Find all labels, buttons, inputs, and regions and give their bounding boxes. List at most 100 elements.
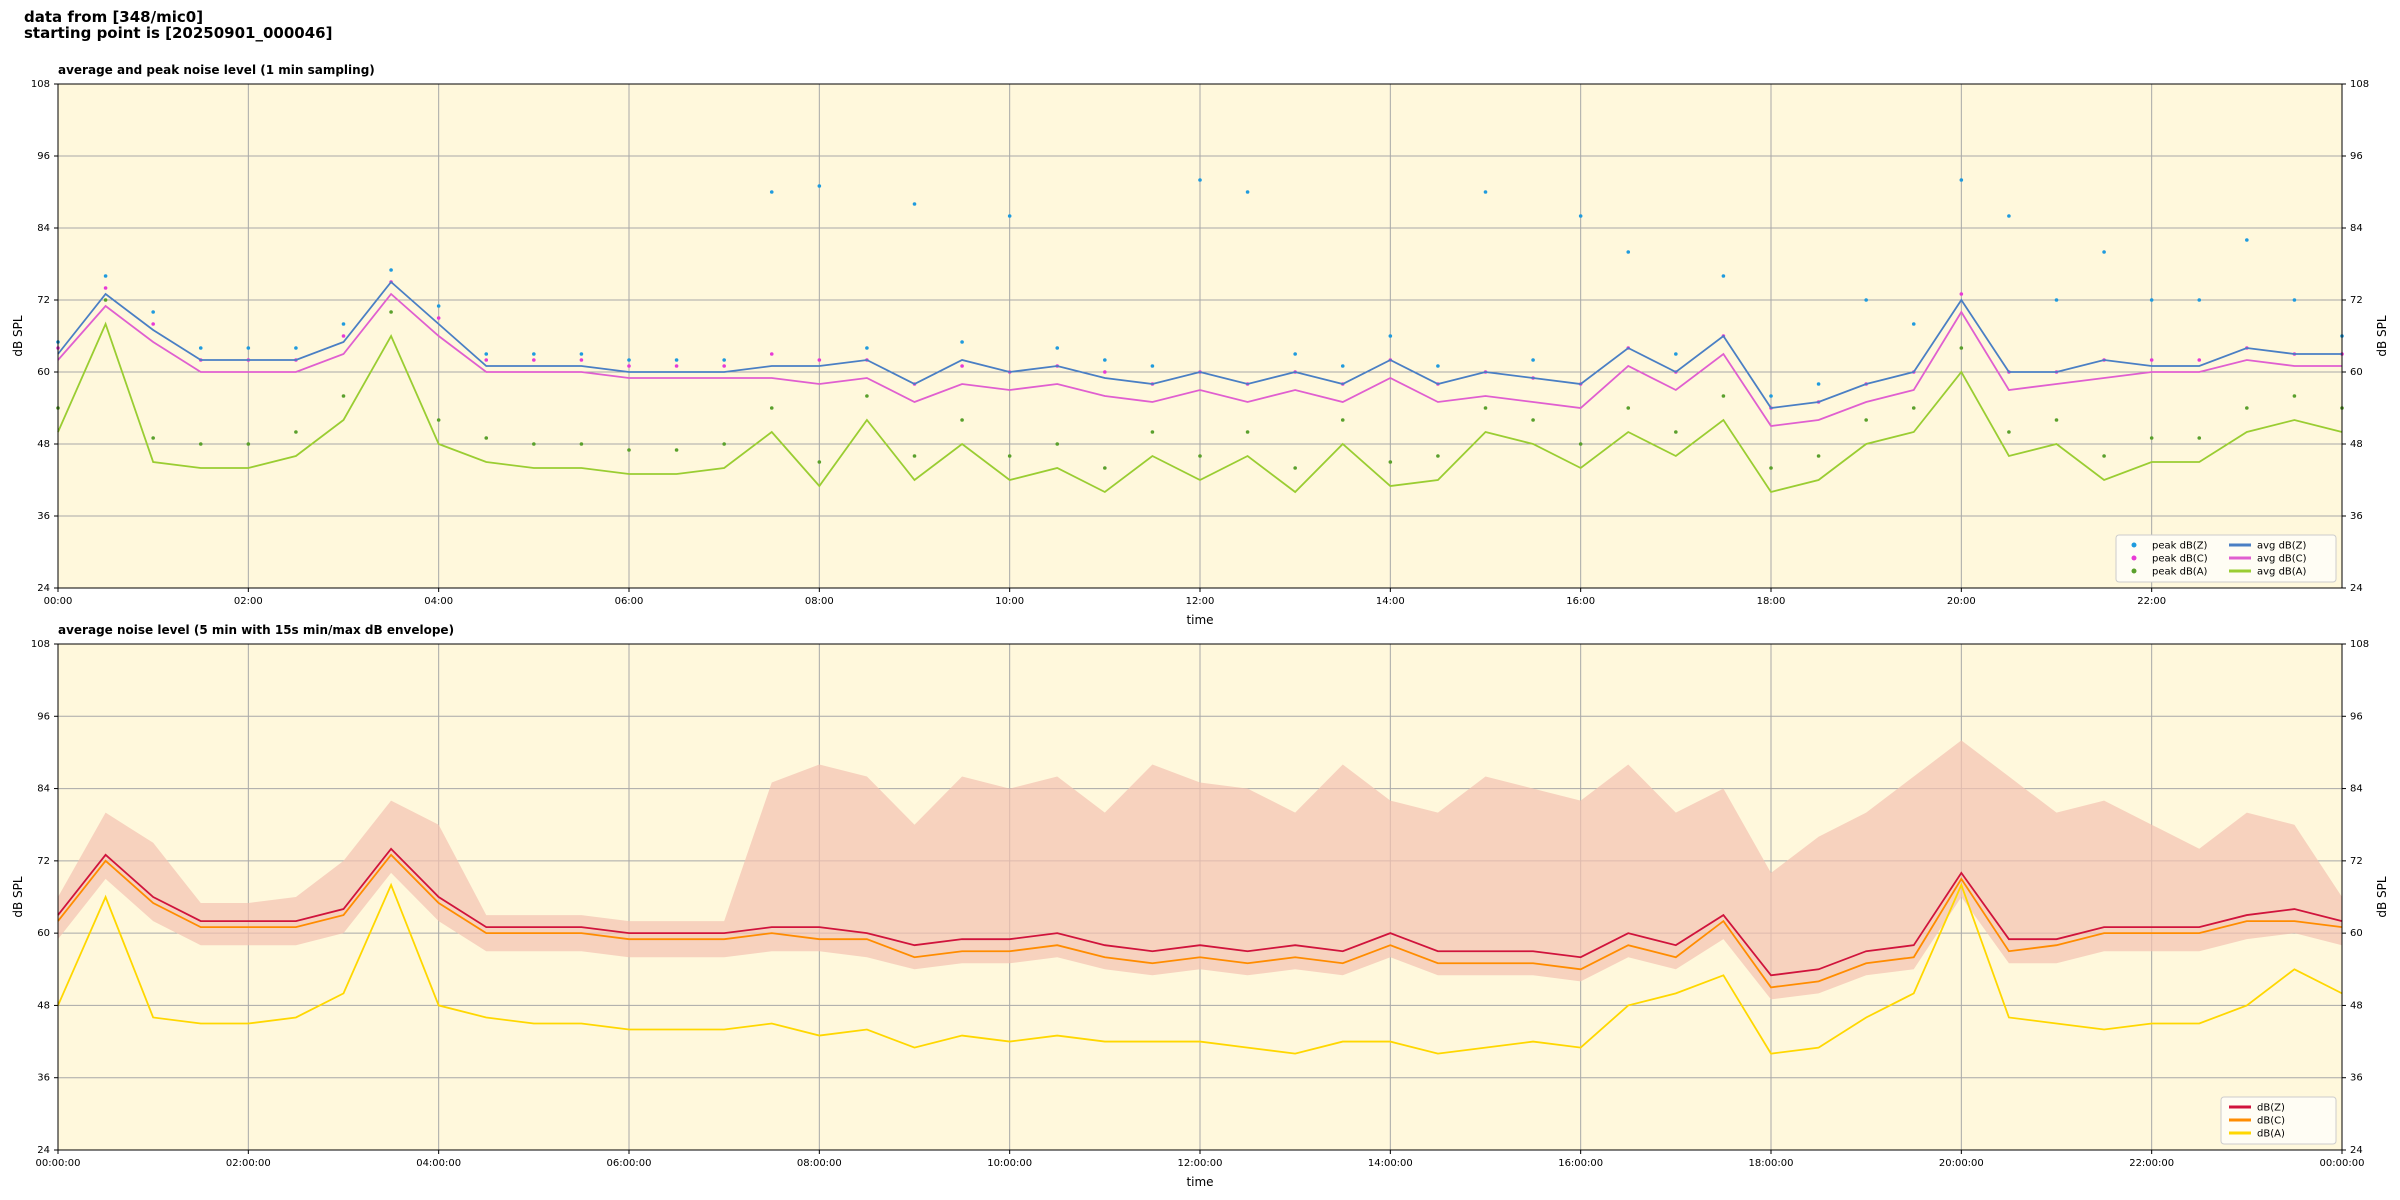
peak-point	[532, 358, 536, 362]
peak-point	[341, 334, 346, 338]
x-tick-label: 06:00:00	[607, 1158, 652, 1169]
peak-point	[1674, 352, 1678, 356]
y-tick-label: 36	[37, 1073, 50, 1084]
peak-point	[484, 436, 489, 440]
peak-point	[674, 364, 679, 368]
y-axis-label: dB SPL	[11, 315, 25, 357]
y2-tick-label: 108	[2350, 79, 2369, 90]
y2-tick-label: 84	[2350, 784, 2363, 795]
peak-point	[960, 364, 964, 368]
peak-point	[1769, 466, 1773, 470]
peak-point	[912, 454, 917, 458]
peak-point	[1150, 430, 1155, 434]
peak-point	[1150, 364, 1155, 368]
y-axis-label: dB SPL	[11, 876, 25, 918]
peak-point	[722, 442, 726, 446]
series-line	[57, 280, 2342, 409]
peak-point	[389, 310, 393, 314]
peak-point	[341, 394, 346, 398]
peak-point	[1959, 346, 1964, 350]
peak-point	[2054, 418, 2059, 422]
peak-point	[1911, 322, 1916, 326]
y-tick-label: 24	[37, 1145, 50, 1156]
peak-point	[198, 442, 203, 446]
x-tick-label: 20:00	[1947, 596, 1976, 607]
peak-point	[1531, 358, 1535, 362]
peak-point	[1388, 460, 1393, 464]
y-tick-label: 108	[31, 79, 50, 90]
y-tick-label: 108	[31, 639, 50, 650]
y-tick-label: 72	[37, 856, 50, 867]
peak-point	[579, 358, 584, 362]
legend-label: avg dB(C)	[2257, 554, 2307, 565]
x-tick-label: 14:00	[1376, 596, 1405, 607]
peak-point	[627, 364, 631, 368]
peak-point	[2007, 430, 2011, 434]
peak-point	[1864, 298, 1868, 302]
peak-point	[1198, 454, 1202, 458]
y-tick-label: 48	[37, 439, 50, 450]
y2-tick-label: 24	[2350, 583, 2363, 594]
peak-point	[1103, 358, 1107, 362]
peak-point	[2197, 298, 2202, 302]
peak-point	[2245, 238, 2249, 242]
peak-point	[1055, 346, 1060, 350]
peak-point	[2054, 298, 2059, 302]
legend-marker	[2131, 555, 2137, 561]
x-tick-label: 14:00:00	[1368, 1158, 1413, 1169]
peak-point	[2149, 298, 2154, 302]
peak-point	[627, 358, 631, 362]
legend-label: peak dB(Z)	[2152, 541, 2208, 552]
y2-tick-label: 72	[2350, 856, 2363, 867]
peak-point	[341, 322, 346, 326]
series-line	[57, 292, 2342, 427]
x-tick-label: 10:00:00	[987, 1158, 1032, 1169]
y-tick-label: 60	[37, 928, 50, 939]
x-tick-label: 18:00	[1757, 596, 1786, 607]
x-tick-label: 20:00:00	[1939, 1158, 1984, 1169]
peak-point	[2245, 406, 2249, 410]
peak-point	[151, 436, 155, 440]
y2-tick-label: 36	[2350, 1073, 2363, 1084]
peak-point	[1436, 454, 1440, 458]
peak-point	[1198, 178, 1202, 182]
peak-point	[2292, 298, 2297, 302]
x-tick-label: 06:00	[615, 596, 644, 607]
peak-point	[865, 394, 869, 398]
peak-point	[1483, 406, 1488, 410]
peak-point	[532, 442, 536, 446]
y2-tick-label: 60	[2350, 928, 2363, 939]
y2-tick-label: 96	[2350, 151, 2363, 162]
peak-point	[436, 316, 441, 320]
peak-point	[1388, 334, 1393, 338]
series-line	[57, 882, 2343, 1055]
peak-point	[1626, 250, 1631, 254]
peak-point	[817, 358, 822, 362]
peak-point	[579, 352, 584, 356]
peak-point	[294, 346, 298, 350]
y2-tick-label: 84	[2350, 223, 2363, 234]
peak-point	[912, 202, 917, 206]
series-line	[57, 847, 2343, 977]
x-tick-label: 08:00:00	[797, 1158, 842, 1169]
y-tick-label: 84	[37, 223, 50, 234]
peak-point	[151, 310, 155, 314]
peak-point	[817, 460, 822, 464]
plot-frame	[57, 83, 2343, 589]
peak-point	[1721, 394, 1726, 398]
x-tick-label: 18:00:00	[1749, 1158, 1794, 1169]
x-tick-label: 10:00	[995, 596, 1024, 607]
y2-tick-label: 60	[2350, 367, 2363, 378]
legend-marker	[2131, 568, 2137, 574]
peak-point	[1674, 430, 1678, 434]
x-tick-label: 22:00	[2137, 596, 2166, 607]
peak-point	[484, 352, 489, 356]
x-tick-label: 16:00:00	[1558, 1158, 1603, 1169]
y-tick-label: 60	[37, 367, 50, 378]
peak-point	[1578, 442, 1583, 446]
envelope-area	[58, 740, 2342, 1000]
y2-tick-label: 36	[2350, 511, 2363, 522]
peak-point	[1293, 352, 1297, 356]
x-axis-label: time	[1186, 1175, 1213, 1189]
